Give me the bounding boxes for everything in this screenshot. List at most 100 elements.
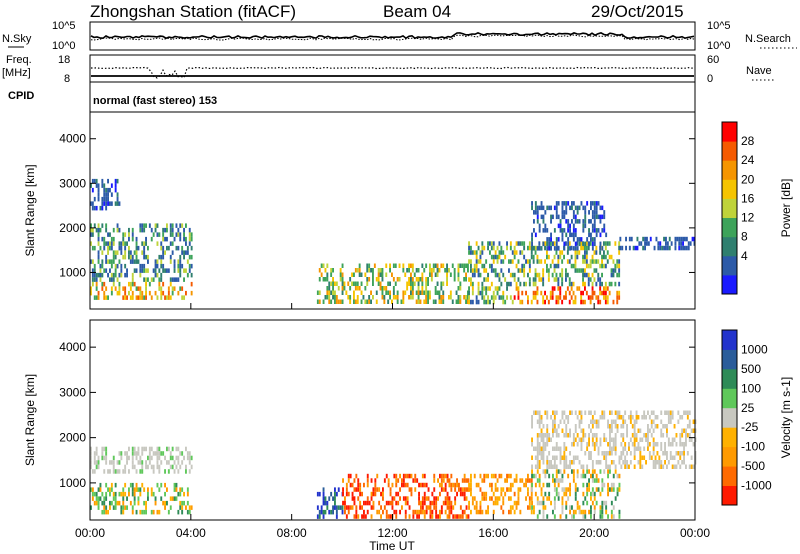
echo-cell xyxy=(489,286,491,291)
echo-cell xyxy=(181,223,184,228)
echo-cell xyxy=(655,236,658,242)
echo-cell xyxy=(693,241,696,246)
echo-cell xyxy=(135,254,138,260)
echo-cell xyxy=(531,241,533,247)
echo-cell xyxy=(580,201,583,206)
echo-cell xyxy=(368,263,371,268)
echo-cell xyxy=(610,281,613,287)
echo-cell xyxy=(487,272,489,278)
echo-cell xyxy=(557,469,560,474)
echo-cell xyxy=(567,219,570,224)
colorbar-tick-label: 28 xyxy=(741,134,755,148)
echo-cell xyxy=(530,250,533,255)
echo-cell xyxy=(143,250,146,255)
echo-cell xyxy=(378,509,381,515)
echo-cell xyxy=(156,451,159,456)
echo-cell xyxy=(143,223,146,228)
echo-cell xyxy=(572,237,575,242)
echo-cell xyxy=(574,455,577,460)
echo-cell xyxy=(584,259,586,264)
echo-cell xyxy=(688,424,691,429)
echo-cell xyxy=(112,227,115,233)
echo-cell xyxy=(95,272,98,278)
echo-cell xyxy=(508,259,510,264)
echo-cell xyxy=(135,245,138,251)
echo-cell xyxy=(565,272,567,278)
echo-cell xyxy=(406,281,409,286)
echo-cell xyxy=(116,500,119,506)
echo-cell xyxy=(588,210,590,215)
echo-cell xyxy=(145,236,147,242)
echo-cell xyxy=(567,223,570,229)
echo-cell xyxy=(599,514,602,519)
echo-cell xyxy=(93,272,96,278)
echo-cell xyxy=(99,272,102,278)
echo-cell xyxy=(547,268,550,273)
echo-cell xyxy=(618,410,621,415)
echo-cell xyxy=(492,295,495,300)
echo-cell xyxy=(374,478,377,483)
echo-cell xyxy=(419,290,422,295)
echo-cell xyxy=(135,236,138,242)
echo-cell xyxy=(534,464,537,469)
echo-cell xyxy=(500,473,503,479)
echo-cell xyxy=(502,509,505,515)
echo-cell xyxy=(658,455,661,460)
echo-cell xyxy=(483,295,486,300)
echo-cell xyxy=(135,295,138,300)
echo-cell xyxy=(190,272,193,278)
echo-cell xyxy=(582,228,585,233)
echo-cell xyxy=(637,428,640,433)
echo-cell xyxy=(626,460,628,465)
echo-cell xyxy=(557,295,560,300)
echo-cell xyxy=(133,451,136,456)
echo-cell xyxy=(171,455,174,461)
echo-cell xyxy=(105,268,108,273)
echo-cell xyxy=(156,272,159,278)
echo-cell xyxy=(584,272,586,278)
echo-cell xyxy=(490,268,493,273)
echo-cell xyxy=(629,419,632,424)
echo-cell xyxy=(368,295,371,300)
echo-cell xyxy=(578,250,581,255)
echo-cell xyxy=(118,272,121,278)
echo-cell xyxy=(663,236,665,242)
echo-cell xyxy=(547,277,550,282)
echo-cell xyxy=(595,473,598,479)
echo-cell xyxy=(567,487,570,492)
echo-cell xyxy=(572,460,575,465)
echo-cell xyxy=(528,478,531,483)
echo-cell xyxy=(97,232,100,237)
echo-cell xyxy=(629,410,632,415)
echo-cell xyxy=(423,491,426,497)
echo-cell xyxy=(124,451,127,456)
echo-cell xyxy=(500,281,503,287)
echo-cell xyxy=(141,223,144,228)
echo-cell xyxy=(147,259,149,264)
echo-cell xyxy=(439,514,441,519)
echo-cell xyxy=(416,509,419,515)
echo-cell xyxy=(423,509,426,515)
echo-cell xyxy=(95,205,98,211)
echo-cell xyxy=(475,500,478,506)
echo-cell xyxy=(431,509,434,515)
echo-cell xyxy=(684,245,686,251)
echo-cell xyxy=(531,500,533,506)
echo-cell xyxy=(605,455,608,460)
echo-cell xyxy=(580,437,583,442)
echo-cell xyxy=(122,487,125,492)
echo-cell xyxy=(509,295,512,300)
echo-cell xyxy=(688,433,691,438)
echo-cell xyxy=(324,496,327,501)
echo-cell xyxy=(647,424,649,429)
echo-cell xyxy=(593,419,596,424)
echo-cell xyxy=(616,415,619,420)
echo-cell xyxy=(618,241,621,246)
echo-cell xyxy=(122,469,125,474)
echo-cell xyxy=(150,491,153,497)
echo-cell xyxy=(548,496,551,501)
echo-cell xyxy=(112,505,115,510)
nsearch-trace xyxy=(90,34,695,41)
echo-cell xyxy=(659,245,662,251)
echo-cell xyxy=(186,500,189,506)
